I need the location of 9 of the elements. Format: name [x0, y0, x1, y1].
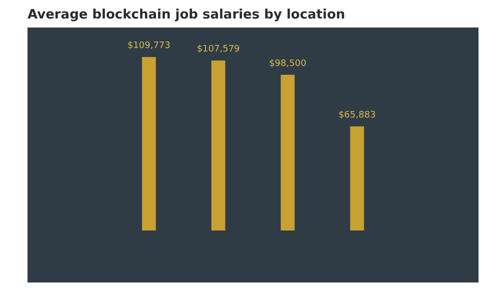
- bar: [211, 60, 226, 230]
- data-label: $65,883: [338, 110, 376, 120]
- bar: [350, 126, 364, 230]
- bar: [142, 56, 156, 230]
- bar: [280, 74, 295, 230]
- data-label: $98,500: [269, 58, 307, 69]
- data-label: $107,579: [196, 44, 240, 54]
- data-label: $109,773: [127, 40, 170, 51]
- chart-title: Average blockchain job salaries by location: [28, 8, 346, 22]
